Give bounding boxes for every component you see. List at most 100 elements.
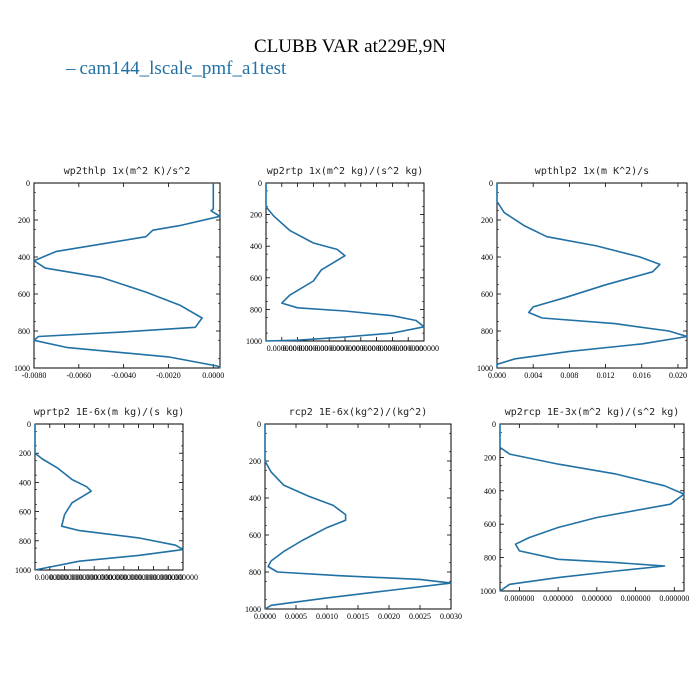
x-tick-label: 0.000000 (79, 573, 109, 582)
chart-panel-1: wp2thlp 1x(m^2 K)/s^2 0 200 400 600 800 1000 -0… (14, 166, 224, 380)
x-tick-label: 0.000000 (35, 573, 65, 582)
x-tick-label: 0.000000 (504, 594, 534, 603)
y-tick-label: 800 (250, 305, 262, 314)
chart-panel-6: wp2rcp 1E-3x(m^2 kg)/(s^2 kg) 0 200 400 600 8… (480, 407, 689, 603)
x-tick-label: 0.000000 (124, 573, 154, 582)
x-tick-label: 0.000000 (50, 573, 80, 582)
x-tick-label: 0.000000 (543, 594, 573, 603)
y-tick-label: 0 (26, 179, 30, 188)
x-tick-label: 0.0010 (316, 612, 338, 621)
series-line (34, 424, 184, 571)
x-tick-label: 0.000000 (109, 573, 139, 582)
x-tick-label: 0.020 (669, 371, 687, 380)
y-tick-label: 600 (249, 531, 261, 540)
chart-panel-2: wp2rtp 1x(m^2 kg)/(s^2 kg) 0 200 400 600 800 1… (246, 166, 439, 353)
chart-panel-4: wprtp2 1E-6x(m kg)/(s kg)0 200 400 600 800 10… (15, 407, 198, 582)
legend-line-icon: – (66, 58, 76, 79)
y-tick-label: 200 (18, 216, 30, 225)
chart-title: wp2thlp 1x(m^2 K)/s^2 (64, 166, 190, 177)
x-tick-label: 0.000000 (94, 573, 124, 582)
x-tick-label: 0.000000 (168, 573, 198, 582)
x-tick-label: 0.000000 (330, 344, 360, 353)
y-tick-label: 600 (484, 520, 496, 529)
x-tick-label: 0.000000 (267, 344, 297, 353)
legend: – cam144_lscale_pmf_a1test (66, 58, 286, 80)
y-tick-label: 200 (19, 449, 31, 458)
y-tick-label: 1000 (14, 364, 30, 373)
plot-frame (34, 423, 184, 571)
y-tick-label: 800 (19, 537, 31, 546)
x-tick-label: 0.000000 (659, 594, 689, 603)
y-tick-label: 600 (250, 274, 262, 283)
x-tick-label: 0.0005 (285, 612, 307, 621)
x-tick-label: 0.000000 (393, 344, 423, 353)
y-tick-label: 800 (484, 554, 496, 563)
x-tick-label: 0.000000 (582, 594, 612, 603)
y-tick-label: 600 (18, 290, 30, 299)
y-tick-label: 400 (249, 494, 261, 503)
y-tick-label: 1000 (480, 587, 496, 596)
y-tick-label: 200 (250, 211, 262, 220)
x-tick-label: -0.0060 (66, 371, 91, 380)
series-line (264, 424, 452, 610)
plot-frame (33, 182, 221, 369)
chart-title: rcp2 1E-6x(kg^2)/(kg^2) (289, 407, 427, 418)
x-tick-label: 0.000000 (153, 573, 183, 582)
chart-title: wp2rtp 1x(m^2 kg)/(s^2 kg) (267, 166, 424, 177)
x-tick-label: 0.008 (560, 371, 578, 380)
x-tick-label: 0.004 (524, 371, 542, 380)
x-tick-label: 0.000000 (138, 573, 168, 582)
y-tick-label: 600 (19, 508, 31, 517)
x-tick-label: 0.000000 (298, 344, 328, 353)
x-tick-label: 0.0000 (254, 612, 276, 621)
chart-title: wprtp2 1E-6x(m kg)/(s kg) (34, 407, 185, 418)
y-tick-label: 0 (27, 420, 31, 429)
y-tick-label: 1000 (15, 566, 31, 575)
x-tick-label: 0.016 (633, 371, 651, 380)
x-tick-label: 0.0000 (202, 371, 224, 380)
chart-title: wpthlp2 1x(m K^2)/s (535, 166, 649, 177)
y-tick-label: 0 (257, 420, 261, 429)
x-tick-label: -0.0020 (156, 371, 181, 380)
series-line (265, 183, 425, 342)
series-line (33, 183, 221, 369)
x-tick-label: 0.000000 (283, 344, 313, 353)
y-tick-label: 400 (250, 242, 262, 251)
plot-frame (499, 423, 685, 592)
x-tick-label: -0.0040 (111, 371, 136, 380)
y-tick-label: 400 (481, 253, 493, 262)
chart-panel-3: wpthlp2 1x(m K^2)/s020040060080010000.00… (477, 166, 688, 380)
x-tick-label: 0.000000 (362, 344, 392, 353)
y-tick-label: 400 (484, 487, 496, 496)
y-tick-label: 1000 (477, 364, 493, 373)
x-tick-label: 0.0025 (409, 612, 431, 621)
y-tick-label: 800 (249, 568, 261, 577)
y-tick-label: 0 (489, 179, 493, 188)
plot-frame (496, 182, 688, 369)
x-tick-label: 0.000000 (314, 344, 344, 353)
y-tick-label: 0 (492, 420, 496, 429)
x-tick-label: 0.000000 (621, 594, 651, 603)
y-tick-label: 400 (19, 478, 31, 487)
x-tick-label: 0.000000 (409, 344, 439, 353)
x-tick-label: 0.012 (597, 371, 615, 380)
y-tick-label: 200 (484, 453, 496, 462)
y-tick-label: 800 (18, 327, 30, 336)
x-tick-label: 0.0015 (347, 612, 369, 621)
y-tick-label: 200 (249, 457, 261, 466)
x-tick-label: 0.000000 (377, 344, 407, 353)
y-tick-label: 200 (481, 216, 493, 225)
y-tick-label: 0 (258, 179, 262, 188)
y-tick-label: 1000 (245, 605, 261, 614)
chart-title: wp2rcp 1E-3x(m^2 kg)/(s^2 kg) (505, 407, 680, 418)
y-tick-label: 400 (18, 253, 30, 262)
x-tick-label: 0.000000 (64, 573, 94, 582)
x-tick-label: 0.000000 (346, 344, 376, 353)
legend-entry-label: cam144_lscale_pmf_a1test (79, 58, 287, 79)
y-tick-label: 1000 (246, 337, 262, 346)
plot-frame (264, 423, 452, 610)
page-title: CLUBB VAR at229E,9N (254, 36, 446, 57)
chart-panel-5: rcp2 1E-6x(kg^2)/(kg^2) 0 200 400 600 800 1000… (245, 407, 462, 621)
x-tick-label: 0.000 (488, 371, 506, 380)
